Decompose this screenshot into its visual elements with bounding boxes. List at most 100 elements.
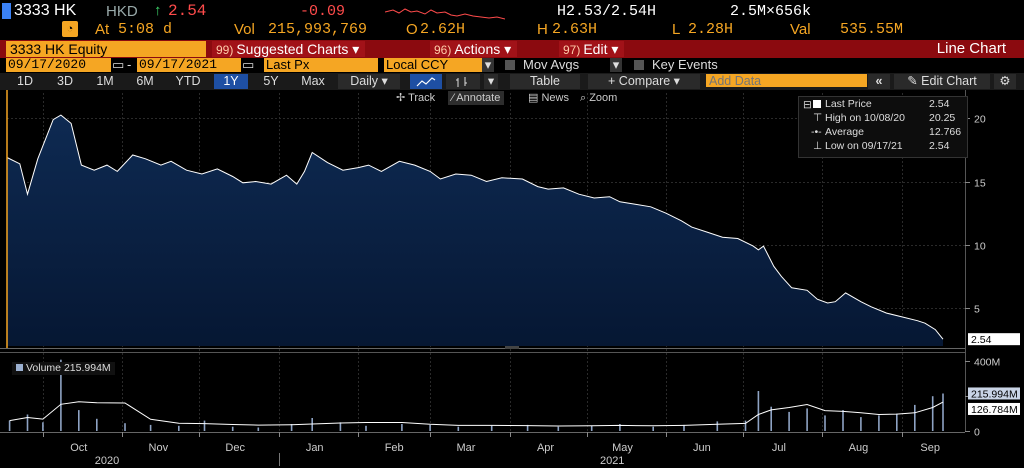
- legend-high-label: High on 10/08/20: [825, 112, 905, 124]
- price-tick-label: 20: [974, 114, 986, 126]
- last-price-swatch: [813, 100, 821, 108]
- frequency-select[interactable]: Daily ▾: [338, 74, 400, 89]
- actions-label: Actions ▾: [454, 41, 512, 57]
- period-5y[interactable]: 5Y: [263, 74, 279, 88]
- volume-bar: [652, 426, 654, 431]
- volume-bars: [8, 359, 944, 431]
- price-tick-label: 10: [974, 241, 986, 253]
- period-max[interactable]: Max: [301, 74, 325, 88]
- vol-label: Vol: [234, 21, 255, 38]
- edit-chart-button[interactable]: ✎ Edit Chart: [894, 74, 990, 89]
- x-month-label: Aug: [849, 442, 869, 454]
- last-price-marker: 2.54: [968, 333, 1020, 346]
- x-month-label: May: [612, 442, 633, 454]
- zoom-tool[interactable]: ⌕ Zoom: [580, 92, 618, 104]
- x-month-label: Sep: [920, 442, 940, 454]
- volume-bar: [290, 424, 293, 431]
- market-clock-icon: ◔: [62, 21, 78, 37]
- volume-bar: [896, 413, 898, 431]
- chart-style-dropdown-icon[interactable]: ▾: [484, 74, 498, 89]
- volume-bar: [526, 424, 529, 431]
- end-date-field[interactable]: 09/17/2021: [137, 58, 241, 72]
- legend-pin-icon[interactable]: ⊟: [803, 99, 812, 111]
- currency-select[interactable]: Local CCY: [384, 58, 482, 72]
- add-data-input[interactable]: [706, 74, 867, 87]
- volume-swatch: [16, 364, 23, 371]
- bid-ask-range: H2.53/2.54H: [557, 3, 657, 20]
- period-1d[interactable]: 1D: [17, 74, 33, 88]
- volume-bar: [78, 410, 80, 431]
- volume-tick-label: 0: [974, 427, 980, 439]
- actions-number: 96): [434, 43, 452, 57]
- volume-moving-average: [9, 401, 944, 427]
- bar-chart-icon[interactable]: [446, 74, 480, 89]
- edit-button[interactable]: 97) Edit ▾: [559, 41, 625, 57]
- period-6m[interactable]: 6M: [136, 74, 154, 88]
- actions-button[interactable]: 96) Actions ▾: [430, 41, 518, 57]
- period-bar: 1D 3D 1M 6M YTD 1Y 5Y Max Daily ▾ ▾ Tabl…: [0, 73, 1024, 90]
- collapse-icon[interactable]: «: [868, 74, 890, 89]
- volume-legend: Volume 215.994M: [12, 362, 115, 375]
- price-field-select[interactable]: Last Px: [264, 58, 378, 72]
- at-label: At: [95, 21, 110, 38]
- volume-last-box: [968, 387, 1020, 400]
- volume-last-label: 215.994M: [971, 388, 1018, 400]
- intraday-sparkline: [385, 8, 505, 20]
- bid-ask-size: 2.5M×656k: [730, 3, 812, 20]
- volume-legend-label: Volume: [26, 362, 62, 374]
- volume-bar: [26, 414, 29, 431]
- ticker-open: 2.62H: [420, 21, 466, 38]
- legend-average-label: Average: [825, 126, 864, 138]
- legend-average-value: 12.766: [929, 126, 962, 138]
- security-field[interactable]: 3333 HK Equity: [6, 41, 206, 57]
- start-calendar-icon[interactable]: ▭: [112, 57, 125, 72]
- volume-bar: [8, 420, 11, 431]
- price-tick-label: 15: [974, 178, 986, 190]
- chart-toolbar: 3333 HK Equity 99) Suggested Charts ▾ 96)…: [0, 40, 1024, 58]
- last-price-label: 2.54: [971, 334, 992, 346]
- period-1y[interactable]: 1Y: [214, 74, 248, 89]
- x-month-label: Jan: [306, 442, 324, 454]
- volume-bar: [60, 359, 62, 431]
- table-button[interactable]: Table: [510, 74, 580, 89]
- key-events-label: Key Events: [652, 57, 718, 72]
- news-tool[interactable]: ▤ News: [528, 92, 569, 104]
- ticker-symbol: 3333 HK: [14, 2, 77, 19]
- low-label: L: [672, 21, 681, 38]
- value-label: Val: [790, 21, 811, 38]
- mov-avgs-dropdown-icon[interactable]: ▾: [610, 58, 622, 72]
- date-range-bar: 09/17/2020 ▭ - 09/17/2021 ▭ Last Px Loca…: [0, 58, 1024, 73]
- edit-label: Edit ▾: [583, 41, 619, 57]
- end-calendar-icon[interactable]: ▭: [242, 57, 255, 72]
- currency-dropdown-icon[interactable]: ▾: [482, 58, 494, 72]
- panel-resize-handle[interactable]: [505, 346, 519, 349]
- period-3d[interactable]: 3D: [57, 74, 73, 88]
- last-price-box: [968, 333, 1020, 346]
- volume-ma-box: [968, 402, 1020, 415]
- volume-bar: [490, 425, 493, 431]
- mov-avgs-checkbox[interactable]: [505, 60, 515, 70]
- period-1m[interactable]: 1M: [96, 74, 114, 88]
- period-ytd[interactable]: YTD: [175, 74, 201, 88]
- annotate-tool[interactable]: ⁄ Annotate: [448, 91, 505, 105]
- volume-tick-label: 400M: [974, 357, 1000, 369]
- ticker-bar: 3333 HK HKD ↑ 2.54 -0.09 H2.53/2.54H 2.5…: [0, 0, 1024, 40]
- volume-legend-value: 215.994M: [63, 362, 111, 374]
- key-events-checkbox[interactable]: [634, 60, 644, 70]
- volume-bar: [557, 426, 560, 431]
- chart-legend: ⊟ Last Price 2.54 ⊤ High on 10/08/20 20.…: [798, 96, 968, 158]
- volume-bar: [401, 424, 403, 431]
- gear-icon[interactable]: ⚙: [994, 74, 1016, 89]
- line-chart-icon[interactable]: [410, 74, 442, 89]
- track-tool[interactable]: ✢ Track: [396, 92, 436, 104]
- x-axis: Oct Nov Dec Jan Feb Mar Apr May Jun Jul Aug Sep 2020…: [43, 432, 940, 467]
- volume-bar: [149, 424, 152, 431]
- legend-high-value: 20.25: [929, 112, 956, 124]
- compare-button[interactable]: + Compare ▾: [588, 74, 700, 89]
- volume-bar: [806, 408, 808, 431]
- start-date-field[interactable]: 09/17/2020: [6, 58, 111, 72]
- suggested-charts-button[interactable]: 99) Suggested Charts ▾: [212, 41, 366, 57]
- suggested-charts-label: Suggested Charts ▾: [236, 41, 360, 57]
- x-month-label: Dec: [225, 442, 245, 454]
- ticker-currency: HKD: [106, 3, 138, 20]
